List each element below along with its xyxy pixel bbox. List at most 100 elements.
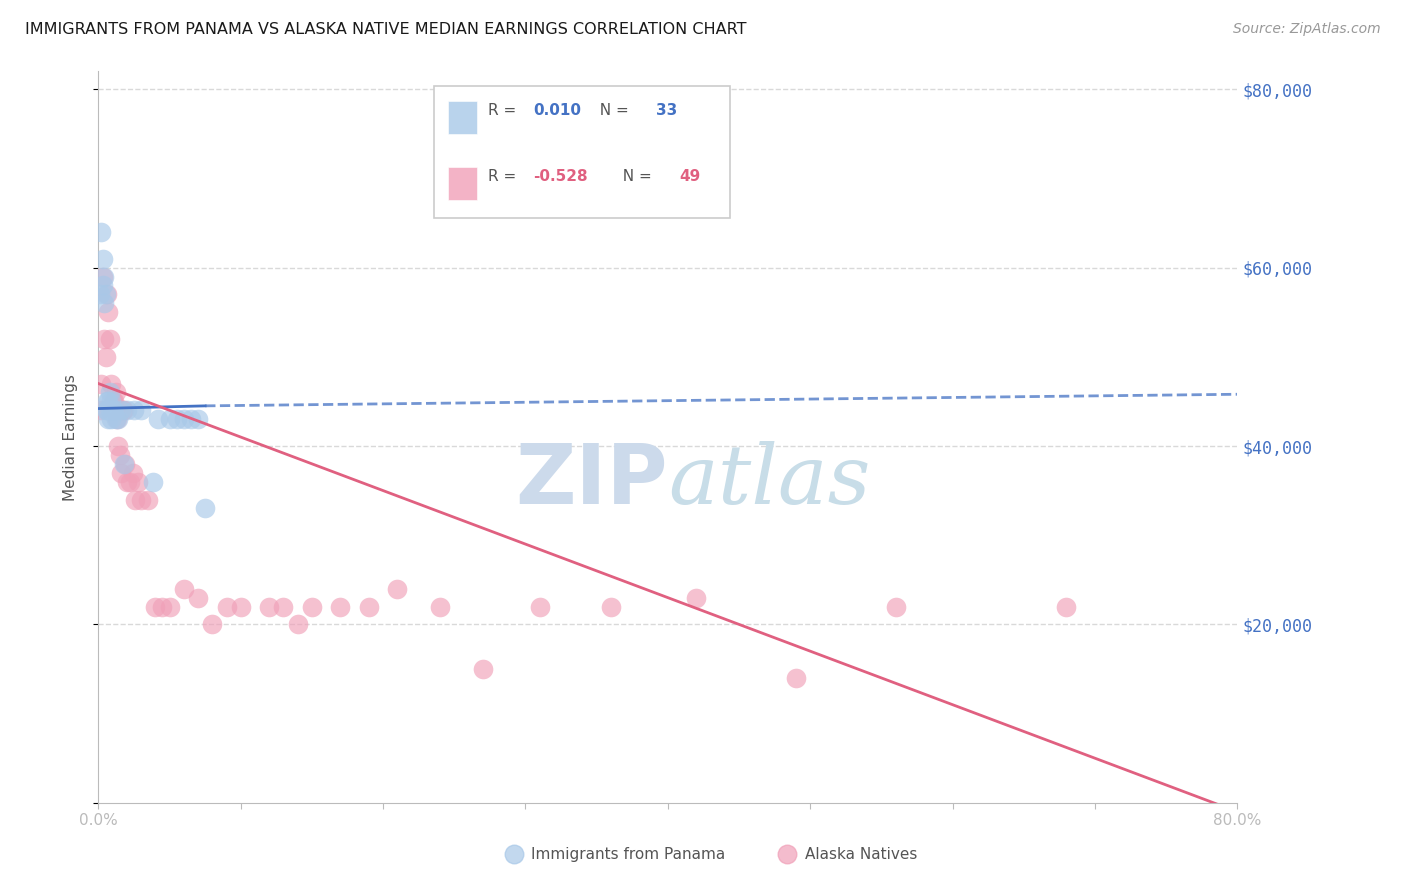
Point [949,796,972,810]
Point [136,492,159,507]
Point [129,403,152,417]
Point [96,403,118,417]
Point [94,403,117,417]
Point [94,287,117,301]
Text: IMMIGRANTS FROM PANAMA VS ALASKA NATIVE MEDIAN EARNINGS CORRELATION CHART: IMMIGRANTS FROM PANAMA VS ALASKA NATIVE … [25,22,747,37]
Point [121,466,143,480]
Point [96,394,118,409]
Point [97,394,120,409]
Y-axis label: Median Earnings: Median Earnings [63,374,77,500]
Point [159,412,181,426]
Point [96,287,118,301]
Point [387,582,409,596]
Point [129,492,152,507]
Text: N =: N = [613,169,657,184]
Point [173,582,195,596]
Point [89,403,111,417]
Point [287,617,309,632]
Point [685,591,707,605]
Point [108,448,131,462]
Point [166,412,188,426]
Point [429,599,451,614]
Point [152,599,174,614]
Text: 0.010: 0.010 [533,103,582,119]
Point [112,457,135,471]
Point [180,412,202,426]
Text: ZIP: ZIP [516,441,668,522]
Point [301,599,323,614]
Text: atlas: atlas [668,441,870,521]
Point [111,403,134,417]
Point [103,394,125,409]
Point [107,439,129,453]
Text: R =: R = [488,169,522,184]
Point [98,385,121,400]
Point [357,599,380,614]
Point [103,403,125,417]
Point [329,599,352,614]
Point [471,662,494,676]
Point [91,269,114,284]
Text: Source: ZipAtlas.com: Source: ZipAtlas.com [1233,22,1381,37]
Point [115,403,138,417]
Point [90,225,112,239]
Text: -0.528: -0.528 [533,169,588,184]
Point [884,599,907,614]
Point [110,403,132,417]
Text: 49: 49 [679,169,700,184]
Point [148,412,170,426]
Point [229,599,252,614]
Point [105,412,128,426]
Point [600,599,623,614]
Point [215,599,238,614]
Text: 33: 33 [657,103,678,119]
Point [159,599,181,614]
Point [93,296,115,310]
Point [104,412,127,426]
Point [607,796,630,810]
FancyBboxPatch shape [449,167,477,200]
Point [93,332,115,346]
Point [98,332,121,346]
Point [107,412,129,426]
Text: Alaska Natives: Alaska Natives [804,847,917,862]
Point [89,287,111,301]
Point [104,385,127,400]
Point [101,403,124,417]
Text: Immigrants from Panama: Immigrants from Panama [531,847,725,862]
Point [141,475,163,489]
Point [100,394,122,409]
Point [100,376,122,391]
Point [112,403,135,417]
Point [91,278,114,293]
Point [785,671,807,685]
Point [127,475,149,489]
Point [529,599,551,614]
Point [98,403,121,417]
Point [97,305,120,319]
Point [97,412,120,426]
Point [100,412,122,426]
Point [122,403,145,417]
Point [273,599,295,614]
Point [114,457,136,471]
Point [90,376,112,391]
FancyBboxPatch shape [434,86,731,218]
Point [194,501,217,516]
Point [101,394,124,409]
FancyBboxPatch shape [449,102,477,135]
Point [259,599,281,614]
Point [110,466,132,480]
Point [173,412,195,426]
Point [94,350,117,364]
Point [201,617,224,632]
Point [187,591,209,605]
Text: R =: R = [488,103,522,119]
Point [115,475,138,489]
Point [1056,599,1078,614]
Point [124,492,146,507]
Text: N =: N = [591,103,634,119]
Point [93,269,115,284]
Point [187,412,209,426]
Point [91,252,114,266]
